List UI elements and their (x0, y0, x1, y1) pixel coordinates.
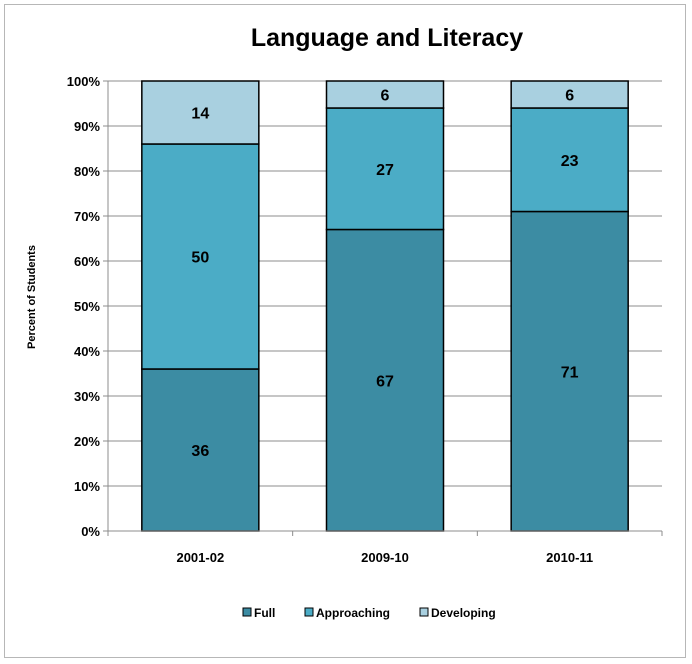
legend-label: Full (254, 606, 275, 620)
legend-label: Approaching (316, 606, 390, 620)
data-label: 71 (561, 364, 579, 381)
y-tick-label: 90% (74, 119, 100, 134)
data-label: 36 (191, 443, 209, 460)
legend-swatch-full (242, 607, 252, 617)
data-label: 23 (561, 153, 579, 170)
bar-segment-developing (510, 80, 629, 109)
y-tick-label: 40% (74, 344, 100, 359)
bar-segment-developing (141, 80, 260, 145)
bar-segment-approaching (141, 143, 260, 370)
y-tick-label: 100% (67, 74, 101, 89)
y-tick-label: 30% (74, 389, 100, 404)
bar-segment-full (510, 210, 629, 532)
bar-segment-approaching (325, 107, 445, 231)
legend-swatch-developing (419, 607, 429, 617)
y-tick-label: 60% (74, 254, 100, 269)
y-axis-label: Percent of Students (26, 245, 38, 349)
data-label: 50 (191, 250, 209, 267)
data-label: 6 (565, 88, 574, 105)
y-tick-label: 50% (74, 299, 100, 314)
y-tick-label: 0% (81, 524, 100, 539)
bar-segment-approaching (510, 107, 629, 213)
data-label: 14 (191, 106, 209, 123)
y-tick-label: 20% (74, 434, 100, 449)
bar-segment-developing (325, 80, 445, 109)
legend: Full Approaching Developing (242, 606, 496, 620)
axes: 0% 10% 20% 30% 40% 50% 60% 70% 80% 90% 100% 2001-02… (67, 74, 663, 565)
data-label: 67 (376, 373, 394, 390)
y-tick-label: 70% (74, 209, 100, 224)
data-label: 6 (381, 88, 390, 105)
y-tick-label: 80% (74, 164, 100, 179)
data-label: 27 (376, 162, 394, 179)
legend-label: Developing (431, 606, 496, 620)
y-tick-label: 10% (74, 479, 100, 494)
x-tick-label: 2010-11 (546, 550, 593, 565)
chart-title: Language and Literacy (251, 24, 523, 52)
bar-segment-full (141, 368, 260, 532)
bars: 36 50 14 67 27 6 71 23 6 (141, 80, 629, 532)
x-tick-label: 2009-10 (361, 550, 409, 565)
legend-swatch-approaching (304, 607, 314, 617)
bar-segment-full (325, 228, 445, 532)
x-tick-label: 2001-02 (176, 550, 224, 565)
